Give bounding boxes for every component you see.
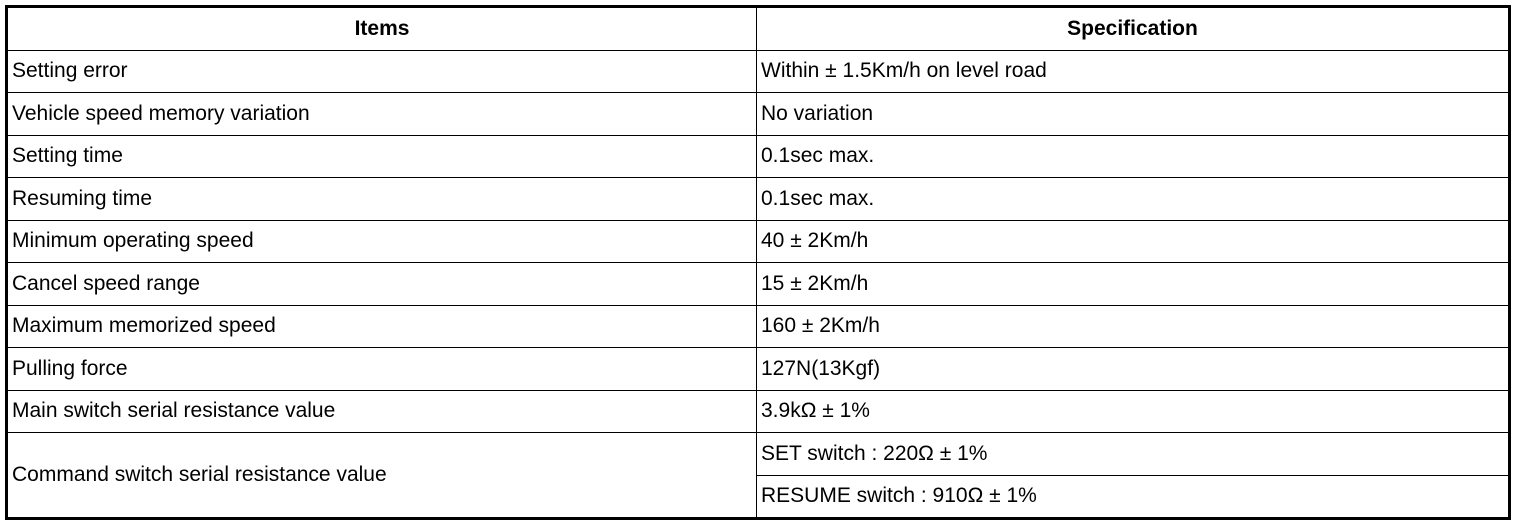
- header-specification: Specification: [756, 6, 1510, 51]
- item-cell: Command switch serial resistance value: [6, 432, 757, 519]
- item-cell: Resuming time: [6, 177, 757, 221]
- item-cell: Minimum operating speed: [6, 219, 757, 263]
- header-items: Items: [6, 6, 757, 51]
- table-row: Cancel speed range 15 ± 2Km/h: [6, 262, 1510, 306]
- table-row: Resuming time 0.1sec max.: [6, 177, 1510, 221]
- specification-cell: 40 ± 2Km/h: [756, 219, 1510, 263]
- table-row: Minimum operating speed 40 ± 2Km/h: [6, 219, 1510, 263]
- item-cell: Setting time: [6, 134, 757, 178]
- specification-cell: 127N(13Kgf): [756, 347, 1510, 391]
- specification-cell: 0.1sec max.: [756, 134, 1510, 178]
- specification-cell: 3.9kΩ ± 1%: [756, 389, 1510, 433]
- item-cell: Setting error: [6, 49, 757, 93]
- specification-cell: Within ± 1.5Km/h on level road: [756, 49, 1510, 93]
- specification-cell: 0.1sec max.: [756, 177, 1510, 221]
- item-cell: Pulling force: [6, 347, 757, 391]
- table-row: Pulling force 127N(13Kgf): [6, 347, 1510, 391]
- item-cell: Vehicle speed memory variation: [6, 92, 757, 136]
- specification-table: Items Specification Setting error Within …: [5, 5, 1511, 520]
- table-row: Command switch serial resistance value SE…: [6, 432, 1510, 519]
- specification-cell: 15 ± 2Km/h: [756, 262, 1510, 306]
- table-row: Main switch serial resistance value 3.9kΩ…: [6, 389, 1510, 433]
- item-cell: Maximum memorized speed: [6, 304, 757, 348]
- specification-cell: 160 ± 2Km/h: [756, 304, 1510, 348]
- item-cell: Cancel speed range: [6, 262, 757, 306]
- table-row: Vehicle speed memory variation No variati…: [6, 92, 1510, 136]
- specification-cell: RESUME switch : 910Ω ± 1%: [756, 474, 1510, 519]
- table-row: Setting error Within ± 1.5Km/h on level r…: [6, 49, 1510, 93]
- table-row: Maximum memorized speed 160 ± 2Km/h: [6, 304, 1510, 348]
- header-row: Items Specification: [6, 6, 1510, 51]
- table-row: Setting time 0.1sec max.: [6, 134, 1510, 178]
- specification-cell: SET switch : 220Ω ± 1%: [756, 432, 1510, 476]
- item-cell: Main switch serial resistance value: [6, 389, 757, 433]
- specification-cell: No variation: [756, 92, 1510, 136]
- table-row: RESUME switch : 910Ω ± 1%: [7, 474, 1510, 519]
